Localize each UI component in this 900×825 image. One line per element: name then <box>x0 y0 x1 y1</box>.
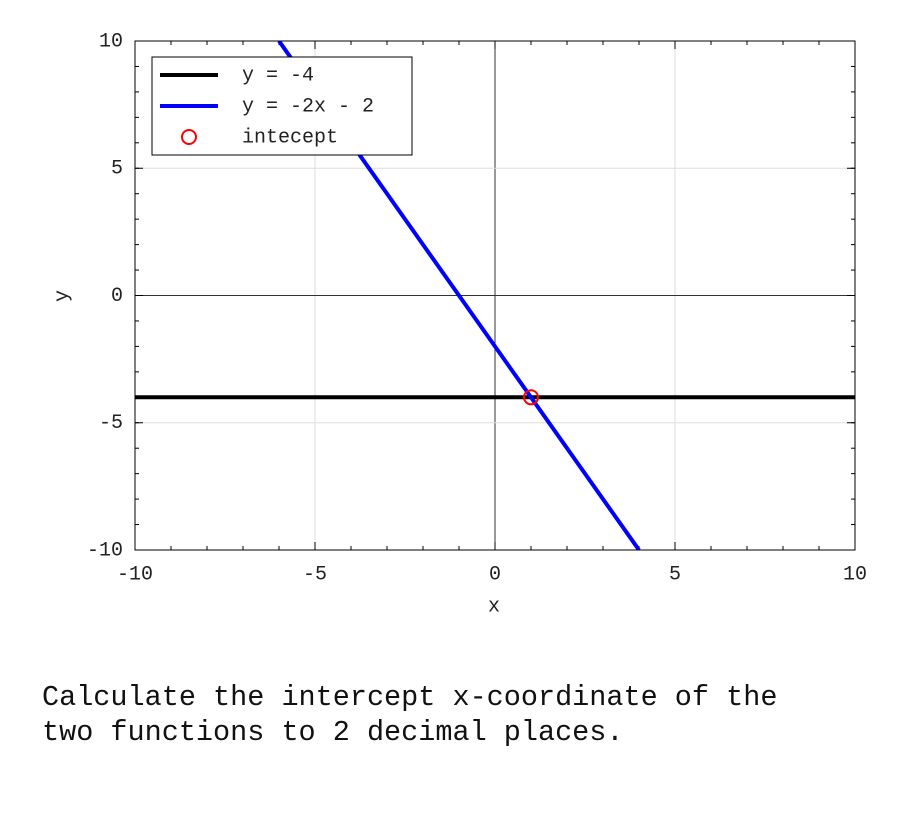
x-tick-label: 10 <box>843 563 867 586</box>
legend-swatch <box>181 129 197 145</box>
question: Calculate the intercept x-coordinate of … <box>42 681 795 749</box>
x-axis-label: x <box>488 595 500 618</box>
y-tick-label: 5 <box>111 158 123 181</box>
legend-label: y = -4 <box>242 64 314 87</box>
y-tick-label: 10 <box>99 30 123 53</box>
x-tick-label: 5 <box>669 563 681 586</box>
y-tick-label: -5 <box>99 412 123 435</box>
x-tick-label: -5 <box>303 563 327 586</box>
y-tick-label: 0 <box>111 285 123 308</box>
plot-frame <box>134 40 856 551</box>
legend-label: intecept <box>242 126 338 149</box>
legend-label: y = -2x - 2 <box>242 95 374 118</box>
y-tick-label: -10 <box>87 539 123 562</box>
marker <box>523 389 539 406</box>
chart: x y -10 -5 0 5 10 -10 -5 0 5 10 y = -4 y = -2x - 2 i… <box>51 30 867 618</box>
x-tick-label: -10 <box>117 563 153 586</box>
x-tick-label: 0 <box>489 563 501 586</box>
y-axis-label: y <box>51 290 74 302</box>
